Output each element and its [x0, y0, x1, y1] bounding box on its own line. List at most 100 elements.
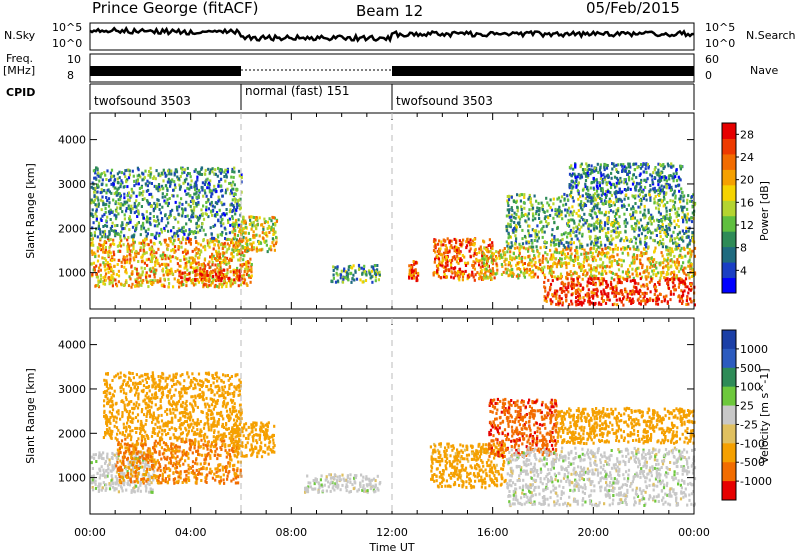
- echo-cell: [237, 250, 240, 254]
- echo-cell: [172, 226, 175, 229]
- echo-cell: [661, 188, 664, 192]
- echo-cell: [665, 206, 668, 210]
- echo-cell: [600, 297, 603, 300]
- echo-cell: [569, 234, 572, 238]
- echo-cell: [103, 171, 106, 175]
- echo-cell: [660, 300, 663, 304]
- echo-cell: [635, 271, 638, 275]
- echo-cell: [536, 250, 539, 254]
- echo-cell: [614, 290, 617, 294]
- echo-cell: [523, 196, 526, 199]
- echo-cell: [616, 178, 620, 182]
- echo-cell: [627, 203, 630, 207]
- echo-cell: [612, 224, 616, 227]
- echo-cell: [666, 227, 669, 231]
- echo-cell: [110, 211, 113, 214]
- echo-cell: [216, 266, 219, 270]
- echo-cell: [641, 190, 644, 194]
- echo-cell: [254, 217, 258, 221]
- echo-cell: [511, 256, 514, 260]
- echo-cell: [644, 299, 647, 303]
- echo-cell: [183, 232, 186, 236]
- echo-cell: [155, 258, 158, 262]
- echo-cell: [680, 187, 683, 191]
- echo-cell: [339, 276, 342, 280]
- echo-cell: [641, 266, 644, 270]
- echo-cell: [668, 208, 671, 212]
- echo-cell: [630, 302, 633, 305]
- echo-cell: [638, 228, 641, 232]
- echo-cell: [629, 279, 632, 283]
- echo-cell: [646, 257, 649, 261]
- echo-cell: [146, 200, 149, 204]
- echo-cell: [677, 270, 681, 274]
- echo-cell: [410, 276, 414, 280]
- echo-cell: [615, 208, 618, 212]
- echo-cell: [204, 273, 207, 277]
- echo-cell: [666, 258, 669, 262]
- echo-cell: [516, 261, 519, 265]
- echo-cell: [594, 204, 597, 208]
- echo-cell: [685, 273, 688, 277]
- echo-cell: [635, 248, 638, 251]
- echo-cell: [197, 194, 200, 198]
- echo-cell: [613, 230, 616, 234]
- echo-cell: [623, 188, 626, 191]
- echo-cell: [164, 240, 167, 244]
- echo-cell: [563, 289, 566, 293]
- echo-cell: [593, 167, 596, 171]
- echo-cell: [484, 263, 487, 267]
- echo-cell: [212, 247, 215, 251]
- echo-cell: [596, 240, 599, 244]
- echo-cell: [228, 244, 231, 248]
- echo-cell: [221, 213, 224, 217]
- echo-cell: [115, 209, 118, 213]
- echo-cell: [601, 178, 604, 181]
- echo-cell: [639, 187, 642, 191]
- echo-cell: [201, 273, 204, 277]
- echo-cell: [543, 295, 546, 299]
- echo-cell: [630, 217, 633, 221]
- echo-cell: [130, 264, 133, 268]
- echo-cell: [570, 284, 573, 288]
- echo-cell: [255, 247, 258, 251]
- echo-cell: [574, 249, 577, 252]
- echo-cell: [554, 289, 557, 293]
- echo-cell: [473, 252, 476, 256]
- echo-cell: [213, 223, 217, 227]
- echo-cell: [148, 181, 151, 185]
- echo-cell: [233, 235, 236, 239]
- echo-cell: [216, 213, 219, 216]
- echo-cell: [659, 230, 662, 234]
- echo-cell: [102, 280, 105, 284]
- echo-cell: [227, 247, 231, 251]
- echo-cell: [143, 261, 146, 265]
- echo-cell: [506, 201, 510, 205]
- echo-cell: [146, 215, 149, 219]
- echo-cell: [127, 246, 130, 250]
- echo-cell: [603, 199, 607, 203]
- echo-cell: [520, 259, 524, 263]
- echo-cell: [341, 280, 345, 284]
- echo-cell: [580, 175, 584, 179]
- echo-cell: [220, 177, 223, 181]
- echo-cell: [350, 271, 353, 275]
- echo-cell: [496, 268, 499, 272]
- echo-cell: [686, 201, 689, 205]
- echo-cell: [668, 183, 671, 187]
- echo-cell: [223, 226, 226, 230]
- echo-cell: [271, 237, 274, 241]
- echo-cell: [232, 204, 235, 208]
- echo-cell: [671, 175, 674, 179]
- echo-cell: [547, 278, 550, 282]
- echo-cell: [538, 252, 541, 256]
- echo-cell: [103, 203, 106, 207]
- echo-cell: [681, 210, 684, 214]
- echo-cell: [206, 177, 209, 181]
- echo-cell: [104, 248, 107, 252]
- echo-cell: [530, 264, 534, 268]
- echo-cell: [455, 248, 458, 252]
- echo-cell: [544, 251, 547, 255]
- echo-cell: [454, 266, 457, 270]
